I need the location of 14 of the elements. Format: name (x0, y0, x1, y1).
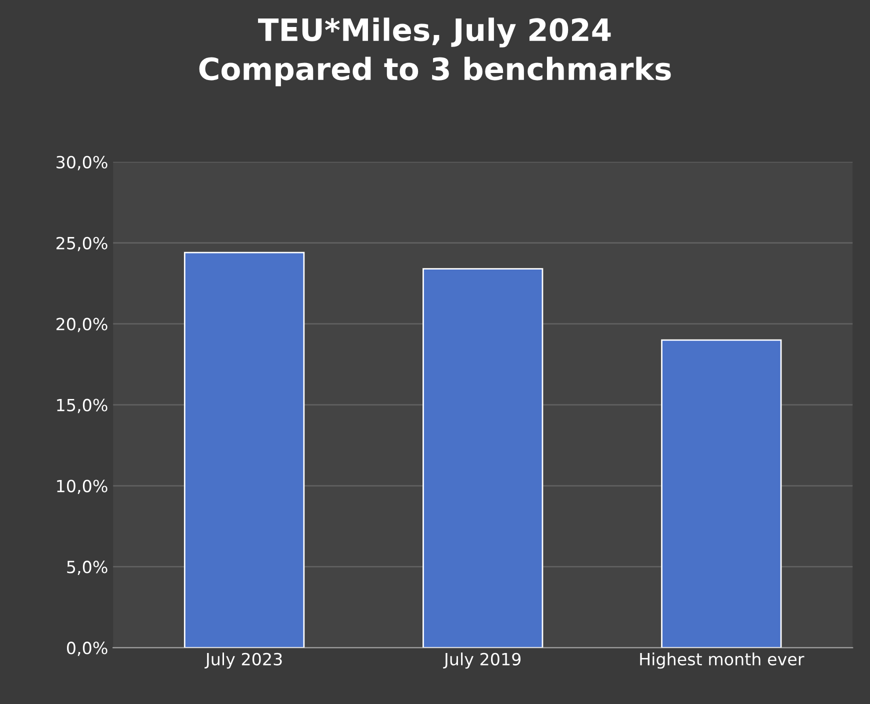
x-tick-label: Highest month ever (640, 652, 804, 669)
x-tick-label: July 2023 (204, 652, 282, 669)
x-tick-label: July 2019 (443, 652, 521, 669)
y-tick-label: 0,0% (66, 642, 108, 656)
bar (661, 339, 782, 648)
y-tick-label: 10,0% (57, 480, 108, 494)
y-tick-label: 15,0% (57, 398, 108, 414)
chart-title: TEU*Miles, July 2024 Compared to 3 benchmarks (199, 18, 671, 86)
bar (422, 268, 544, 648)
y-tick-label: 5,0% (67, 560, 108, 575)
y-tick-label: 25,0% (56, 236, 108, 252)
y-tick-label: 20,0% (56, 318, 108, 332)
y-tick-label: 30,0% (56, 156, 108, 170)
bar (184, 252, 305, 648)
